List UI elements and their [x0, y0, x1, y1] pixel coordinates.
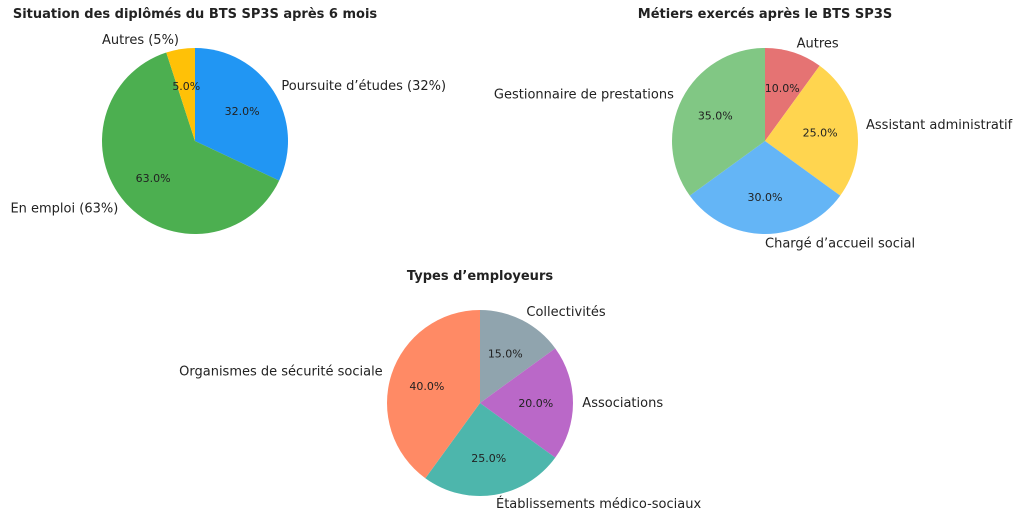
- pie-category-label: Établissements médico-sociaux: [496, 496, 701, 512]
- pie-slice-assistant-administratif: [765, 65, 858, 196]
- pie-slice-poursuite-d-etudes-32: [195, 48, 289, 181]
- pie-pct-label: 63.0%: [136, 172, 171, 185]
- pie-slice-en-emploi-63: [102, 52, 280, 234]
- pie-pct-label: 20.0%: [518, 397, 553, 410]
- pie-category-label: Autres: [797, 37, 839, 52]
- pie-slice-autres-5: [166, 48, 195, 141]
- pie-pct-label: 15.0%: [488, 347, 523, 360]
- pie-slice-organismes-de-securite-sociale: [387, 310, 480, 479]
- pie-pct-label: 30.0%: [748, 191, 783, 204]
- pie-pct-label: 5.0%: [172, 80, 200, 93]
- pie-category-label: Chargé d’accueil social: [765, 236, 915, 251]
- chart-title-situation: Situation des diplômés du BTS SP3S après…: [13, 7, 378, 22]
- chart-title-metiers: Métiers exercés après le BTS SP3S: [638, 7, 892, 22]
- pie-pct-label: 25.0%: [803, 126, 838, 139]
- pie-slice-collectivites: [480, 310, 556, 403]
- pie-category-label: Poursuite d’études (32%): [281, 79, 446, 94]
- pie-category-label: Associations: [582, 396, 663, 411]
- chart-title-employeurs: Types d’employeurs: [407, 269, 553, 284]
- pie-pct-label: 10.0%: [765, 82, 800, 95]
- pie-pct-label: 35.0%: [698, 110, 733, 123]
- pie-slice-autres: [765, 48, 820, 141]
- pie-slice-etablissements-medico-sociaux: [425, 403, 556, 496]
- pie-pct-label: 40.0%: [409, 380, 444, 393]
- pie-category-label: Autres (5%): [102, 33, 179, 48]
- pie-metiers: 10.0% Autres 25.0% Assistant administratif 3…: [494, 37, 1013, 252]
- pie-pct-label: 32.0%: [225, 105, 260, 118]
- pie-pct-label: 25.0%: [471, 452, 506, 465]
- pie-category-label: Assistant administratif: [866, 118, 1013, 133]
- pie-category-label: En emploi (63%): [10, 202, 118, 217]
- pie-category-label: Collectivités: [526, 305, 606, 320]
- pie-category-label: Organismes de sécurité sociale: [179, 364, 383, 379]
- pie-situation: 32.0% Poursuite d’études (32%) 63.0% En emp…: [10, 33, 446, 234]
- pie-slice-charge-d-accueil-social: [689, 141, 841, 234]
- pie-slice-associations: [480, 348, 573, 458]
- pie-category-label: Gestionnaire de prestations: [494, 88, 674, 103]
- pie-employeurs: 15.0% Collectivités 20.0% Associations 25.0%…: [179, 305, 701, 512]
- pie-slice-gestionnaire-de-prestations: [672, 48, 765, 196]
